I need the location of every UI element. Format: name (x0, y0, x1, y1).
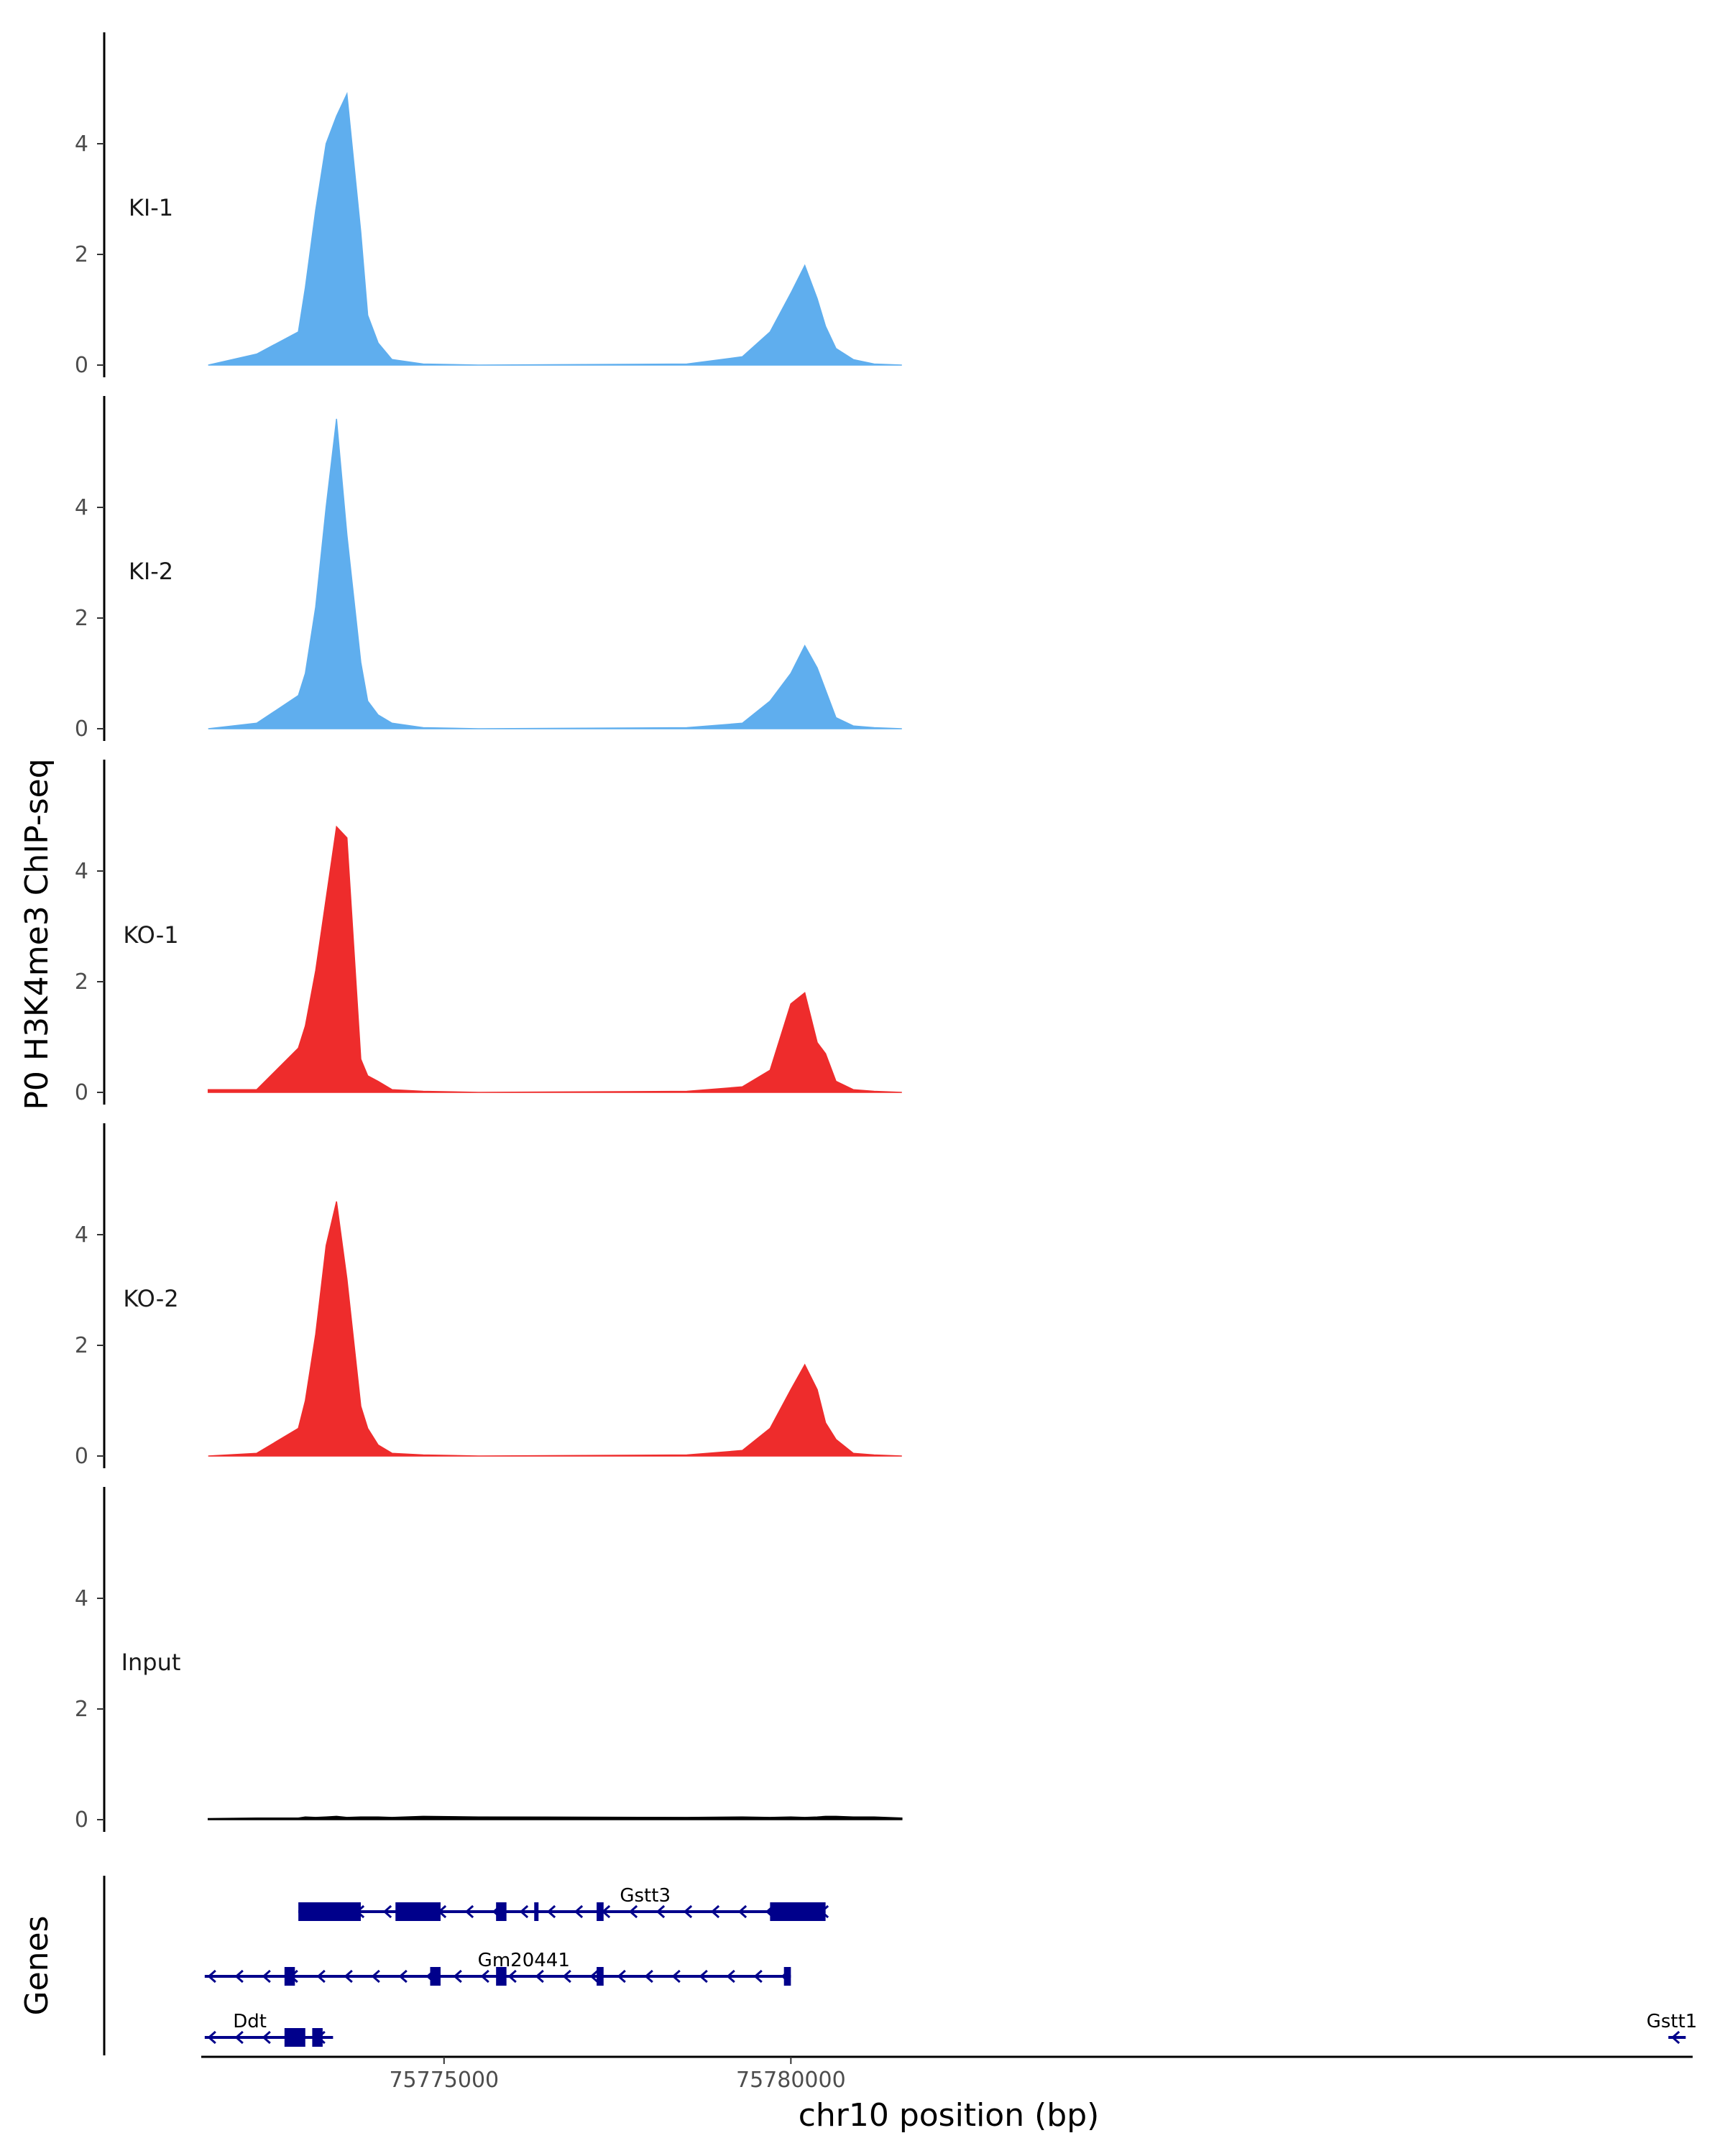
strand-arrow (562, 1969, 571, 1984)
strand-arrow (344, 1969, 353, 1984)
y-tick-label: 0 (75, 717, 88, 742)
signal-area-ki-2 (208, 418, 902, 729)
strand-arrow (234, 2030, 244, 2045)
track-input: 0 2 4 Input (75, 1487, 903, 1833)
strand-arrow (535, 1969, 544, 1984)
strand-arrow (207, 1969, 216, 1984)
strand-arrow (519, 1904, 529, 1919)
gene-gm20441: Gm20441 (204, 1950, 791, 1986)
y-tick-label: 2 (75, 242, 88, 267)
y-tick-label: 0 (75, 1807, 88, 1833)
gene-label: Gm20441 (478, 1950, 570, 1971)
x-tick-label: 75780000 (736, 2068, 846, 2093)
gene-gstt3: Gstt3 (298, 1885, 829, 1921)
exon (770, 1902, 826, 1921)
exon (298, 1902, 361, 1921)
exon (395, 1902, 441, 1921)
strand-arrow (546, 1904, 556, 1919)
strand-arrow (464, 1904, 474, 1919)
strand-arrow (644, 1969, 653, 1984)
y-tick-label: 2 (75, 1697, 88, 1722)
gene-ddt: Ddt (204, 2011, 334, 2047)
exon (597, 1967, 604, 1986)
strand-arrow (234, 1969, 244, 1984)
exon (496, 1902, 507, 1921)
strand-arrow (683, 1904, 693, 1919)
track-ko-2: 0 2 4 KO-2 (75, 1123, 902, 1469)
exon (597, 1902, 604, 1921)
x-tick-label: 75775000 (389, 2068, 499, 2093)
strand-arrow (507, 1969, 517, 1984)
y-tick-label: 2 (75, 969, 88, 995)
track-ki-1: 0 2 4 KI-1 (75, 32, 902, 378)
signal-area-ko-1 (207, 825, 902, 1093)
strand-arrow (671, 1969, 681, 1984)
strand-arrow (371, 1969, 380, 1984)
y-tick-label: 4 (75, 495, 88, 520)
track-label: KO-1 (123, 921, 178, 949)
track-label: KI-2 (129, 558, 173, 585)
strand-arrow (453, 1969, 462, 1984)
strand-arrow (737, 1904, 748, 1919)
y-axis-title: P0 H3K4me3 ChIP-seq (19, 758, 55, 1110)
x-axis-title: chr10 position (bp) (799, 2097, 1100, 2134)
strand-arrow (262, 1969, 271, 1984)
y-tick-label: 0 (75, 353, 88, 378)
strand-arrow (726, 1969, 735, 1984)
strand-arrow (1670, 2030, 1680, 2045)
exon (284, 2028, 305, 2047)
y-tick-label: 2 (75, 1333, 88, 1358)
genes-axis-title: Genes (19, 1915, 55, 2015)
strand-arrow (480, 1969, 489, 1984)
strand-arrow (207, 2030, 216, 2045)
strand-arrow (753, 1969, 763, 1984)
strand-arrow (316, 1969, 326, 1984)
exon (430, 1967, 441, 1986)
track-label: Input (121, 1649, 181, 1676)
y-tick-label: 4 (75, 132, 88, 157)
strand-arrow (699, 1969, 708, 1984)
y-tick-label: 0 (75, 1444, 88, 1469)
exon (783, 1967, 791, 1986)
strand-arrow (574, 1904, 584, 1919)
strand-arrow (628, 1904, 638, 1919)
track-label: KI-1 (129, 194, 173, 221)
exon (312, 2028, 323, 2047)
exon (496, 1967, 507, 1986)
signal-area-ki-1 (208, 91, 902, 366)
exon (534, 1902, 539, 1921)
track-label: KO-2 (123, 1285, 178, 1312)
strand-arrow (710, 1904, 720, 1919)
y-tick-label: 4 (75, 1222, 88, 1248)
strand-arrow (398, 1969, 408, 1984)
y-tick-label: 2 (75, 606, 88, 631)
signal-tracks: 0 2 4 KI-1 0 2 4 KI-2 0 2 4 KO-1 0 2 4 KO-2 0 2 4 Input (75, 32, 903, 1833)
gene-track: Gstt3 Gm20441 Ddt Gstt1 (103, 1876, 1698, 2055)
gene-gstt1: Gstt1 (1647, 2011, 1698, 2045)
y-tick-label: 4 (75, 859, 88, 884)
strand-arrow (382, 1904, 392, 1919)
y-tick-label: 0 (75, 1080, 88, 1105)
signal-area-input (207, 1815, 903, 1820)
strand-arrow (617, 1969, 626, 1984)
gene-label: Ddt (233, 2011, 267, 2032)
y-tick-label: 4 (75, 1586, 88, 1611)
strand-arrow (262, 2030, 271, 2045)
track-ki-2: 0 2 4 KI-2 (75, 396, 902, 742)
gene-label: Gstt1 (1647, 2011, 1698, 2032)
track-ko-1: 0 2 4 KO-1 (75, 760, 902, 1105)
strand-arrow (656, 1904, 666, 1919)
x-axis: 75775000 75780000 (201, 2055, 1693, 2093)
signal-area-ko-2 (208, 1201, 902, 1457)
gene-label: Gstt3 (620, 1885, 671, 1907)
strand-arrow (589, 1969, 599, 1984)
exon (284, 1967, 295, 1986)
